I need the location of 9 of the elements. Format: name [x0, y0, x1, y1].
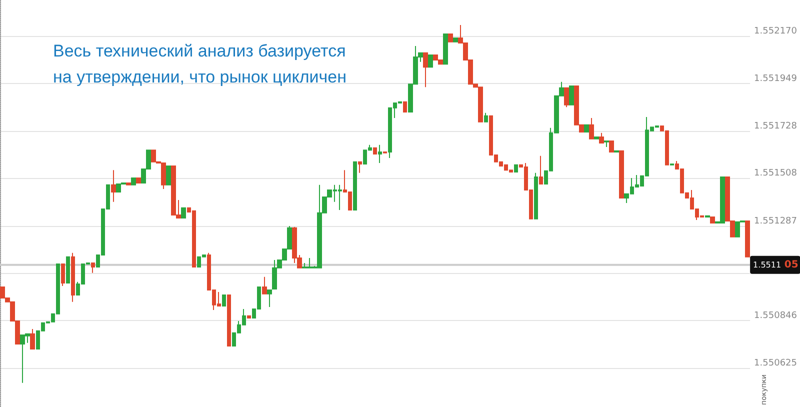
y-tick-label: 1.550846	[754, 311, 798, 322]
y-tick-label: 1.552170	[754, 26, 798, 36]
y-tick-label: 1.551728	[754, 121, 798, 132]
text: Весь технический анализ базируется на утверждении, что рынок цикличен	[53, 42, 346, 86]
ref-line-label: 1.5511 05	[753, 259, 798, 270]
y-tick-label: 1.550625	[754, 358, 798, 369]
y-tick-label: 1.551508	[754, 168, 798, 179]
y-tick-label: 1.551287	[754, 216, 798, 226]
y-tick-label: 1.551949	[754, 74, 798, 84]
